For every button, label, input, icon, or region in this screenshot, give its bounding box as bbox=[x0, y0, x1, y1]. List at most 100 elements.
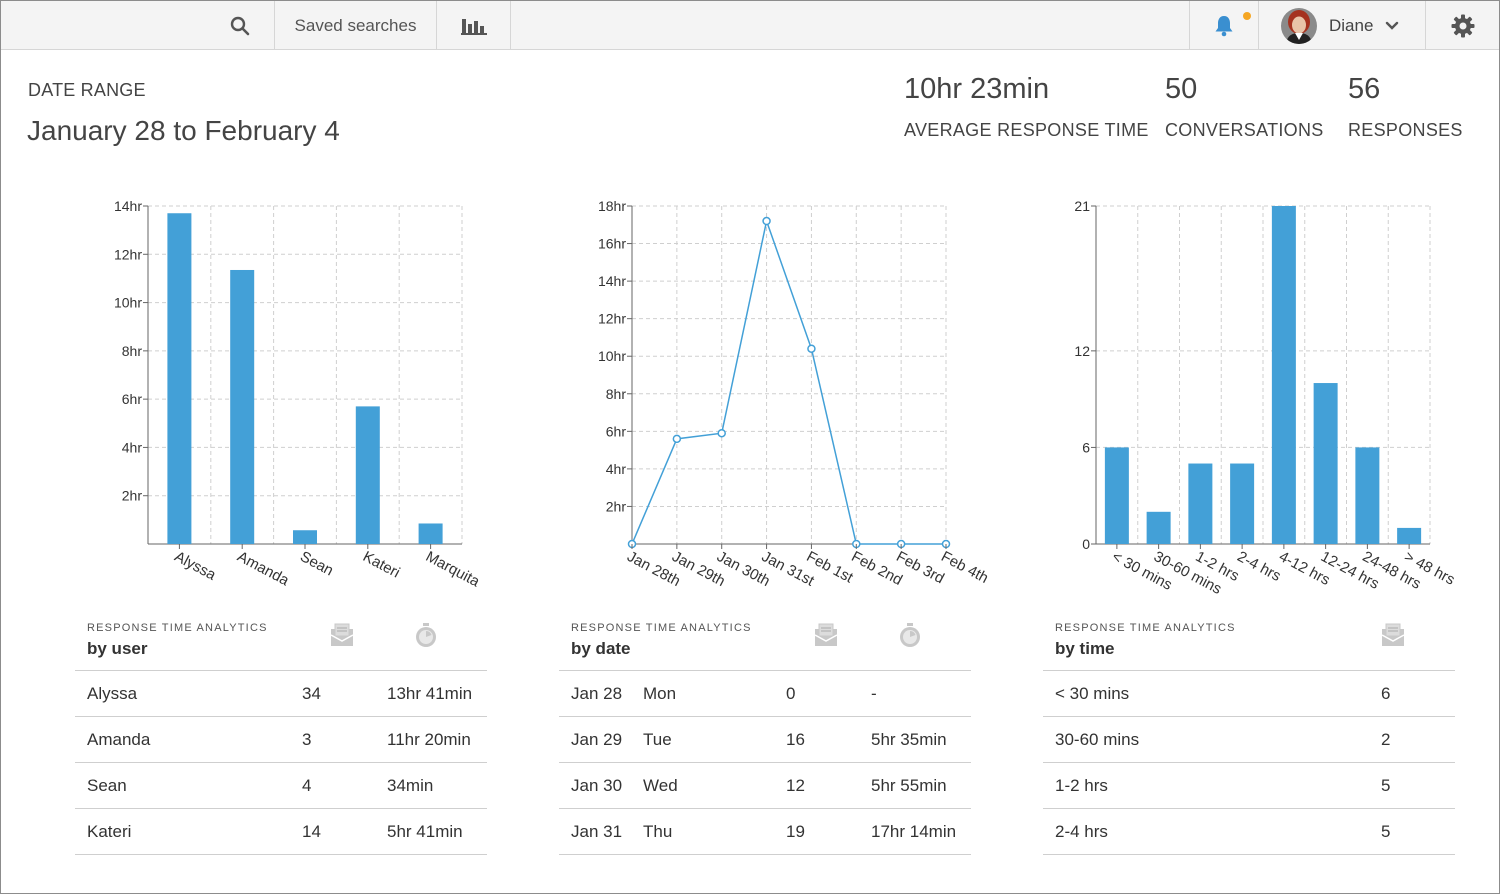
bar bbox=[418, 523, 443, 544]
weekday-cell: Mon bbox=[643, 684, 677, 703]
y-tick-label: 6 bbox=[1082, 439, 1090, 455]
x-tick-label: Feb 2nd bbox=[849, 548, 906, 589]
table-row[interactable]: < 30 mins 6 bbox=[1043, 671, 1455, 717]
conversations-cell: 14 bbox=[302, 822, 321, 841]
count-cell: 5 bbox=[1381, 822, 1391, 841]
response-time-cell: 5hr 41min bbox=[387, 822, 463, 841]
y-tick-label: 21 bbox=[1074, 198, 1090, 214]
panel-title: by user bbox=[87, 639, 148, 658]
avg-response-time-value: 10hr 23min bbox=[904, 73, 1050, 105]
x-tick-label: Sean bbox=[297, 548, 336, 579]
bar bbox=[1230, 463, 1255, 544]
stopwatch-icon[interactable] bbox=[414, 622, 438, 648]
response-time-by-user-chart: 2hr 4hr 6hr 8hr 10hr 12hr 14hr Alyssa Amanda Sean… bbox=[114, 198, 483, 591]
y-tick-label: 0 bbox=[1082, 536, 1090, 552]
y-tick-label: 2hr bbox=[122, 488, 143, 504]
response-time-cell: 13hr 41min bbox=[387, 684, 473, 703]
y-tick-label: 14hr bbox=[598, 273, 626, 289]
bar-chart-icon bbox=[460, 18, 487, 35]
conversations-cell: 16 bbox=[786, 730, 805, 749]
panel-subtitle: RESPONSE TIME ANALYTICS bbox=[87, 622, 268, 634]
bar bbox=[1271, 206, 1296, 544]
date-range-value[interactable]: January 28 to February 4 bbox=[27, 115, 340, 146]
y-tick-label: 8hr bbox=[606, 386, 627, 402]
response-time-cell: 17hr 14min bbox=[871, 822, 957, 841]
y-tick-label: 12hr bbox=[598, 311, 626, 327]
user-name-cell: Amanda bbox=[87, 730, 151, 749]
time-bucket-cell: 1-2 hrs bbox=[1055, 776, 1108, 795]
table-row[interactable]: Sean 4 34min bbox=[75, 763, 487, 809]
bar bbox=[1355, 447, 1380, 544]
gear-icon bbox=[1451, 14, 1474, 37]
y-tick-label: 6hr bbox=[606, 423, 627, 439]
x-tick-label: Feb 3rd bbox=[893, 548, 947, 587]
count-cell: 5 bbox=[1381, 776, 1391, 795]
table-row[interactable]: Jan 29 Tue 16 5hr 35min bbox=[559, 717, 971, 763]
y-tick-label: 18hr bbox=[598, 198, 626, 214]
y-tick-label: 12hr bbox=[114, 246, 142, 262]
envelope-icon[interactable] bbox=[329, 622, 355, 648]
table-row[interactable]: Jan 28 Mon 0 - bbox=[559, 671, 971, 717]
panel-title: by date bbox=[571, 639, 631, 658]
y-tick-label: 8hr bbox=[122, 343, 143, 359]
y-tick-label: 4hr bbox=[606, 461, 627, 477]
x-tick-label: 2-4 hrs bbox=[1234, 548, 1283, 585]
count-cell: 6 bbox=[1381, 684, 1391, 703]
envelope-icon[interactable] bbox=[1380, 622, 1406, 648]
response-time-cell: - bbox=[871, 684, 877, 703]
x-tick-label: Marquita bbox=[423, 548, 483, 591]
by-date-table: Jan 28 Mon 0 - Jan 29 Tue 16 5hr 35min J… bbox=[559, 670, 971, 855]
y-tick-label: 4hr bbox=[122, 439, 143, 455]
table-row[interactable]: Amanda 3 11hr 20min bbox=[75, 717, 487, 763]
x-tick-label: Kateri bbox=[360, 548, 403, 581]
table-row[interactable]: Alyssa 34 13hr 41min bbox=[75, 671, 487, 717]
stopwatch-icon[interactable] bbox=[898, 622, 922, 648]
user-menu-button[interactable]: Diane bbox=[1258, 1, 1425, 50]
search-button[interactable] bbox=[205, 1, 275, 50]
data-point bbox=[672, 434, 682, 444]
reports-button[interactable] bbox=[437, 1, 511, 50]
data-point bbox=[807, 344, 816, 353]
conversations-cell: 4 bbox=[302, 776, 312, 795]
time-bucket-cell: 30-60 mins bbox=[1055, 730, 1140, 749]
user-name-cell: Kateri bbox=[87, 822, 132, 841]
saved-searches-button[interactable]: Saved searches bbox=[275, 1, 437, 50]
bar bbox=[1146, 511, 1171, 544]
weekday-cell: Tue bbox=[643, 730, 672, 749]
table-row[interactable]: 30-60 mins 2 bbox=[1043, 717, 1455, 763]
conversations-cell: 34 bbox=[302, 684, 321, 703]
table-row[interactable]: 2-4 hrs 5 bbox=[1043, 809, 1455, 855]
table-row[interactable]: 1-2 hrs 5 bbox=[1043, 763, 1455, 809]
user-name: Diane bbox=[1329, 15, 1374, 35]
data-point bbox=[762, 216, 771, 226]
envelope-icon[interactable] bbox=[813, 622, 839, 648]
conversations-label: CONVERSATIONS bbox=[1165, 120, 1324, 140]
bar bbox=[293, 530, 317, 544]
table-row[interactable]: Jan 30 Wed 12 5hr 55min bbox=[559, 763, 971, 809]
weekday-cell: Wed bbox=[643, 776, 678, 795]
by-user-table: Alyssa 34 13hr 41min Amanda 3 11hr 20min… bbox=[75, 670, 487, 855]
search-icon bbox=[230, 16, 249, 35]
panel-subtitle: RESPONSE TIME ANALYTICS bbox=[1055, 622, 1236, 634]
x-tick-label: Feb 4th bbox=[938, 548, 991, 587]
settings-button[interactable] bbox=[1425, 1, 1499, 50]
response-time-cell: 5hr 35min bbox=[871, 730, 947, 749]
time-bucket-cell: 2-4 hrs bbox=[1055, 822, 1108, 841]
by-time-table: < 30 mins 6 30-60 mins 2 1-2 hrs 5 2-4 h… bbox=[1043, 670, 1455, 855]
panel-title: by time bbox=[1055, 639, 1115, 658]
date-cell: Jan 29 bbox=[571, 730, 623, 749]
table-row[interactable]: Jan 31 Thu 19 17hr 14min bbox=[559, 809, 971, 855]
panel-subtitle: RESPONSE TIME ANALYTICS bbox=[571, 622, 752, 634]
conversations-value: 50 bbox=[1165, 73, 1198, 105]
table-row[interactable]: Kateri 14 5hr 41min bbox=[75, 809, 487, 855]
bell-icon bbox=[1215, 15, 1233, 36]
y-tick-label: 6hr bbox=[122, 391, 143, 407]
saved-searches-label: Saved searches bbox=[294, 15, 417, 35]
y-tick-label: 14hr bbox=[114, 198, 142, 214]
avatar bbox=[1281, 7, 1317, 44]
date-cell: Jan 28 bbox=[571, 684, 623, 703]
notifications-button[interactable] bbox=[1189, 1, 1258, 50]
responses-value: 56 bbox=[1348, 73, 1381, 105]
